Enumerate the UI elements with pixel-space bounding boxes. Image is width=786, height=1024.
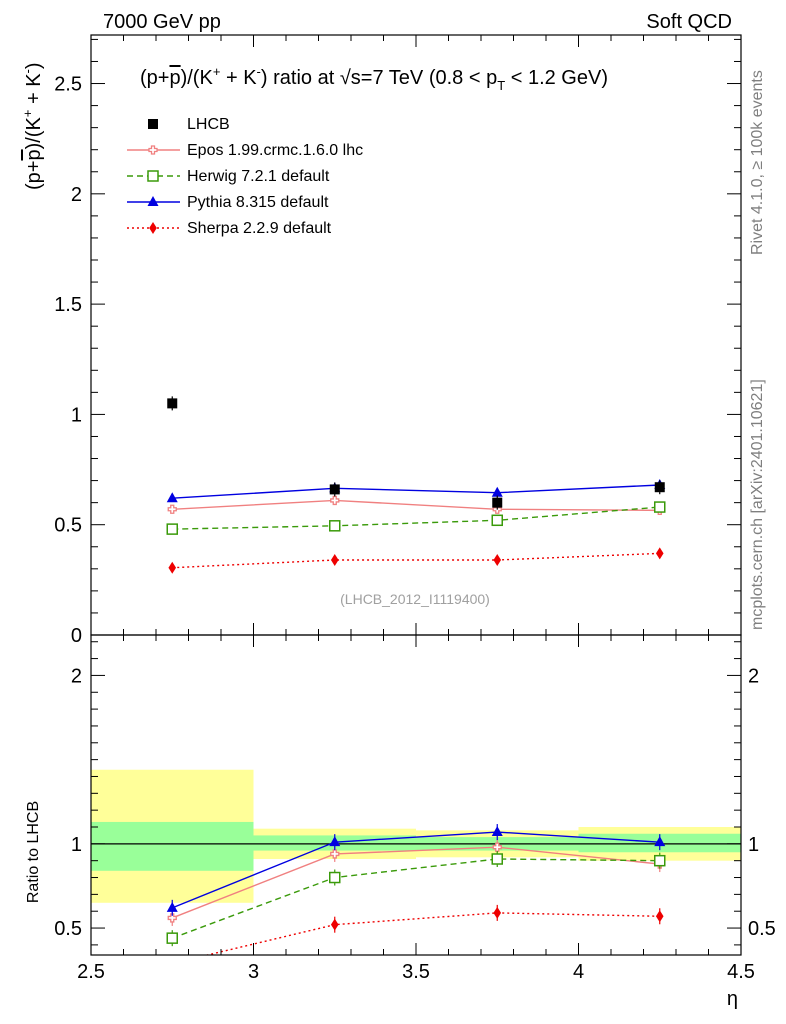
- header-right: Soft QCD: [646, 11, 732, 33]
- x-axis-label: η: [727, 988, 738, 1010]
- main-point-epos-0-shape: [167, 504, 177, 514]
- x-tick-label: 4: [573, 961, 584, 983]
- ratio-point-sherpa-1: [330, 918, 339, 931]
- main-point-lhcb-1: [329, 484, 340, 495]
- x-tick-label: 4.5: [727, 961, 755, 983]
- main-ytick-label: 0.5: [54, 515, 82, 537]
- main-ytick-label: 0: [71, 625, 82, 647]
- main-point-lhcb-3: [654, 482, 665, 493]
- main-ytick-label: 1.5: [54, 294, 82, 316]
- x-tick-label: 3.5: [402, 961, 430, 983]
- ratio-line-sherpa: [204, 912, 660, 955]
- ratio-point-herwig-0: [166, 932, 178, 944]
- ratio-ytick-label-right: 0.5: [748, 918, 776, 940]
- ratio-point-epos-2: [492, 842, 502, 852]
- ratio-ytick-label-left: 0.5: [54, 918, 82, 940]
- main-point-epos-0: [167, 504, 177, 514]
- ratio-line-herwig: [172, 858, 660, 939]
- ratio-ytick-label-right: 1: [748, 834, 759, 856]
- main-ylabel: (p+p)/(K+ + K-): [20, 62, 45, 190]
- band-inner-0: [91, 821, 254, 871]
- main-line-epos: [172, 499, 660, 512]
- main-point-epos-1-shape: [330, 495, 340, 506]
- ratio-point-epos-0: [167, 913, 177, 923]
- legend: LHCB Epos 1.99.crmc.1.6.0 lhc Herwig 7.2…: [127, 116, 363, 237]
- ratio-ylabel: Ratio to LHCB: [25, 801, 42, 903]
- ratio-point-pythia-1: [329, 836, 341, 847]
- ratio-point-pythia-2: [491, 826, 503, 837]
- x-tick-label: 2.5: [77, 961, 105, 983]
- ratio-line-epos: [171, 846, 660, 919]
- ratio-point-pythia-3: [654, 836, 666, 847]
- main-point-herwig-2: [491, 514, 503, 527]
- main-title: (p+p)/(K+ + K-) ratio at √s=7 TeV (0.8 <…: [140, 64, 608, 93]
- main-point-epos-1: [330, 495, 340, 506]
- ratio-ytick-label-left: 2: [71, 665, 82, 687]
- legend-marker-epos-shape: [148, 145, 158, 155]
- ratio-line-pythia: [171, 831, 660, 909]
- header-left: 7000 GeV pp: [103, 11, 221, 33]
- ratio-ytick-label-left: 1: [71, 834, 82, 856]
- main-line-herwig: [172, 506, 660, 530]
- main-ytick-label: 2.5: [54, 74, 82, 96]
- ratio-point-sherpa-3: [655, 910, 664, 923]
- legend-marker-lhcb: [148, 119, 158, 129]
- legend-label-epos: Epos 1.99.crmc.1.6.0 lhc: [187, 142, 363, 159]
- main-line-pythia: [172, 484, 660, 499]
- x-tick-label: 3: [248, 961, 259, 983]
- ratio-ytick-label-right: 2: [748, 665, 759, 687]
- ratio-point-sherpa-2: [493, 906, 502, 919]
- main-point-lhcb-2: [492, 497, 503, 508]
- legend-marker-epos: [148, 145, 158, 155]
- main-point-pythia-0: [166, 492, 178, 503]
- main-point-sherpa-1: [330, 554, 339, 566]
- legend-label-lhcb: LHCB: [187, 116, 230, 133]
- ratio-point-sherpa-0: [168, 957, 176, 969]
- main-point-herwig-1: [329, 520, 341, 532]
- analysis-id: (LHCB_2012_I1119400): [340, 591, 490, 607]
- main-point-sherpa-2: [493, 554, 502, 566]
- legend-marker-herwig: [147, 170, 159, 182]
- legend-label-pythia: Pythia 8.315 default: [187, 194, 329, 211]
- ratio-point-herwig-1: [329, 871, 341, 884]
- axes: 2.5 3 3.5 4 4.5 0 0.5 1 1.5 2 2.5 0.5 0.5 1 1 2 2: [54, 34, 776, 983]
- main-point-herwig-3: [654, 501, 666, 513]
- main-line-sherpa: [172, 552, 660, 569]
- ratio-point-epos-1-shape: [330, 849, 340, 859]
- ratio-point-pythia-0: [166, 901, 178, 912]
- mcplots-label: mcplots.cern.ch [arXiv:2401.10621]: [749, 379, 766, 630]
- ratio-uncertainty-bands: [91, 769, 741, 903]
- legend-label-sherpa: Sherpa 2.2.9 default: [187, 220, 332, 237]
- main-ytick-label: 1: [71, 404, 82, 426]
- ratio-point-epos-1: [330, 849, 340, 859]
- legend-label-herwig: Herwig 7.2.1 default: [187, 168, 330, 185]
- main-point-lhcb-0: [167, 398, 178, 409]
- legend-marker-sherpa: [149, 222, 157, 234]
- chart-marks: [166, 396, 666, 969]
- main-point-sherpa-3: [655, 547, 664, 560]
- main-ytick-label: 2: [71, 184, 82, 206]
- rivet-label: Rivet 4.1.0, ≥ 100k events: [749, 70, 766, 255]
- ratio-point-epos-0-shape: [167, 913, 177, 923]
- ratio-series: [166, 824, 666, 969]
- ratio-point-epos-2-shape: [492, 842, 502, 852]
- main-point-pythia-2: [491, 486, 503, 497]
- main-point-sherpa-0: [168, 561, 177, 574]
- ratio-point-herwig-3: [654, 854, 666, 867]
- main-point-herwig-0: [166, 523, 178, 535]
- legend-marker-pythia: [147, 196, 159, 206]
- ratio-point-herwig-2: [491, 853, 503, 865]
